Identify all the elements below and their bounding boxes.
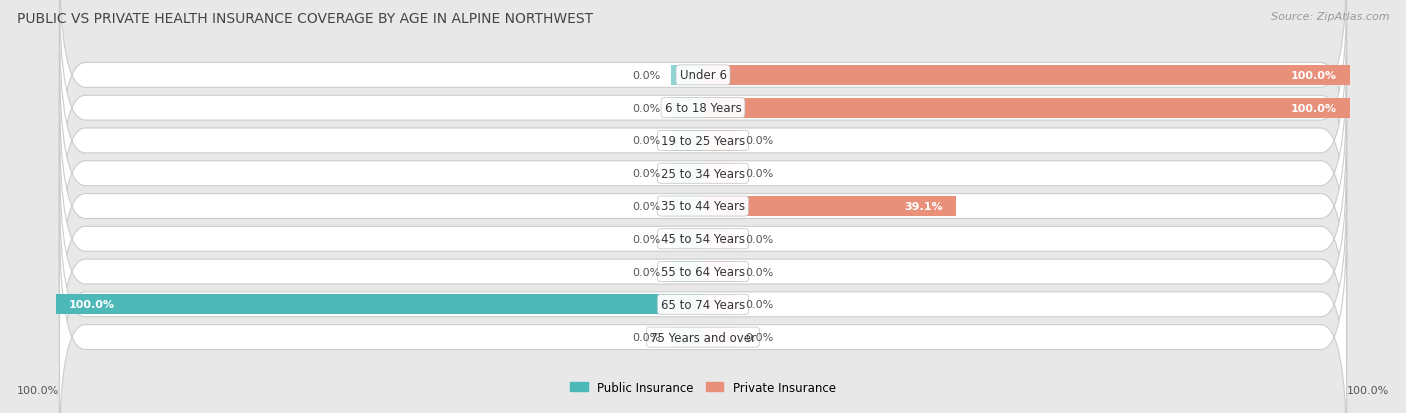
Bar	[671, 131, 703, 151]
Legend: Public Insurance, Private Insurance: Public Insurance, Private Insurance	[565, 376, 841, 399]
Text: 39.1%: 39.1%	[904, 202, 943, 211]
Text: 0.0%: 0.0%	[633, 103, 661, 114]
Text: 0.0%: 0.0%	[745, 299, 773, 310]
FancyBboxPatch shape	[59, 0, 1347, 194]
Text: 55 to 64 Years: 55 to 64 Years	[661, 266, 745, 278]
FancyBboxPatch shape	[59, 219, 1347, 413]
Text: 0.0%: 0.0%	[633, 332, 661, 342]
Text: 45 to 54 Years: 45 to 54 Years	[661, 233, 745, 246]
Bar	[703, 196, 956, 217]
FancyBboxPatch shape	[59, 23, 1347, 259]
Text: PUBLIC VS PRIVATE HEALTH INSURANCE COVERAGE BY AGE IN ALPINE NORTHWEST: PUBLIC VS PRIVATE HEALTH INSURANCE COVER…	[17, 12, 593, 26]
Text: 0.0%: 0.0%	[745, 136, 773, 146]
Text: 0.0%: 0.0%	[633, 267, 661, 277]
FancyBboxPatch shape	[59, 186, 1347, 413]
Text: 0.0%: 0.0%	[633, 136, 661, 146]
Bar	[703, 98, 1350, 119]
Bar	[703, 262, 735, 282]
FancyBboxPatch shape	[59, 154, 1347, 390]
Bar	[671, 66, 703, 86]
FancyBboxPatch shape	[59, 55, 1347, 292]
Text: 25 to 34 Years: 25 to 34 Years	[661, 167, 745, 180]
Text: 6 to 18 Years: 6 to 18 Years	[665, 102, 741, 115]
Text: 0.0%: 0.0%	[745, 332, 773, 342]
Text: 100.0%: 100.0%	[1291, 71, 1337, 81]
Bar	[671, 196, 703, 217]
Text: 0.0%: 0.0%	[633, 234, 661, 244]
Bar	[671, 229, 703, 249]
Text: 19 to 25 Years: 19 to 25 Years	[661, 135, 745, 147]
Text: 100.0%: 100.0%	[69, 299, 115, 310]
Text: 0.0%: 0.0%	[633, 71, 661, 81]
Bar	[56, 294, 703, 315]
Text: 100.0%: 100.0%	[17, 385, 59, 395]
Text: 0.0%: 0.0%	[745, 169, 773, 179]
Bar	[703, 294, 735, 315]
Bar	[703, 327, 735, 347]
Text: 35 to 44 Years: 35 to 44 Years	[661, 200, 745, 213]
FancyBboxPatch shape	[59, 0, 1347, 227]
Bar	[671, 164, 703, 184]
Text: 0.0%: 0.0%	[633, 202, 661, 211]
Text: 0.0%: 0.0%	[633, 169, 661, 179]
FancyBboxPatch shape	[59, 121, 1347, 358]
Text: 0.0%: 0.0%	[745, 267, 773, 277]
Text: 0.0%: 0.0%	[745, 234, 773, 244]
Bar	[671, 262, 703, 282]
Text: 100.0%: 100.0%	[1291, 103, 1337, 114]
Text: Source: ZipAtlas.com: Source: ZipAtlas.com	[1271, 12, 1389, 22]
Bar	[703, 131, 735, 151]
Bar	[703, 66, 1350, 86]
Bar	[703, 229, 735, 249]
Bar	[671, 98, 703, 119]
Text: 100.0%: 100.0%	[1347, 385, 1389, 395]
Bar	[703, 164, 735, 184]
Text: Under 6: Under 6	[679, 69, 727, 82]
Text: 75 Years and over: 75 Years and over	[650, 331, 756, 344]
Text: 65 to 74 Years: 65 to 74 Years	[661, 298, 745, 311]
Bar	[671, 327, 703, 347]
FancyBboxPatch shape	[59, 88, 1347, 325]
